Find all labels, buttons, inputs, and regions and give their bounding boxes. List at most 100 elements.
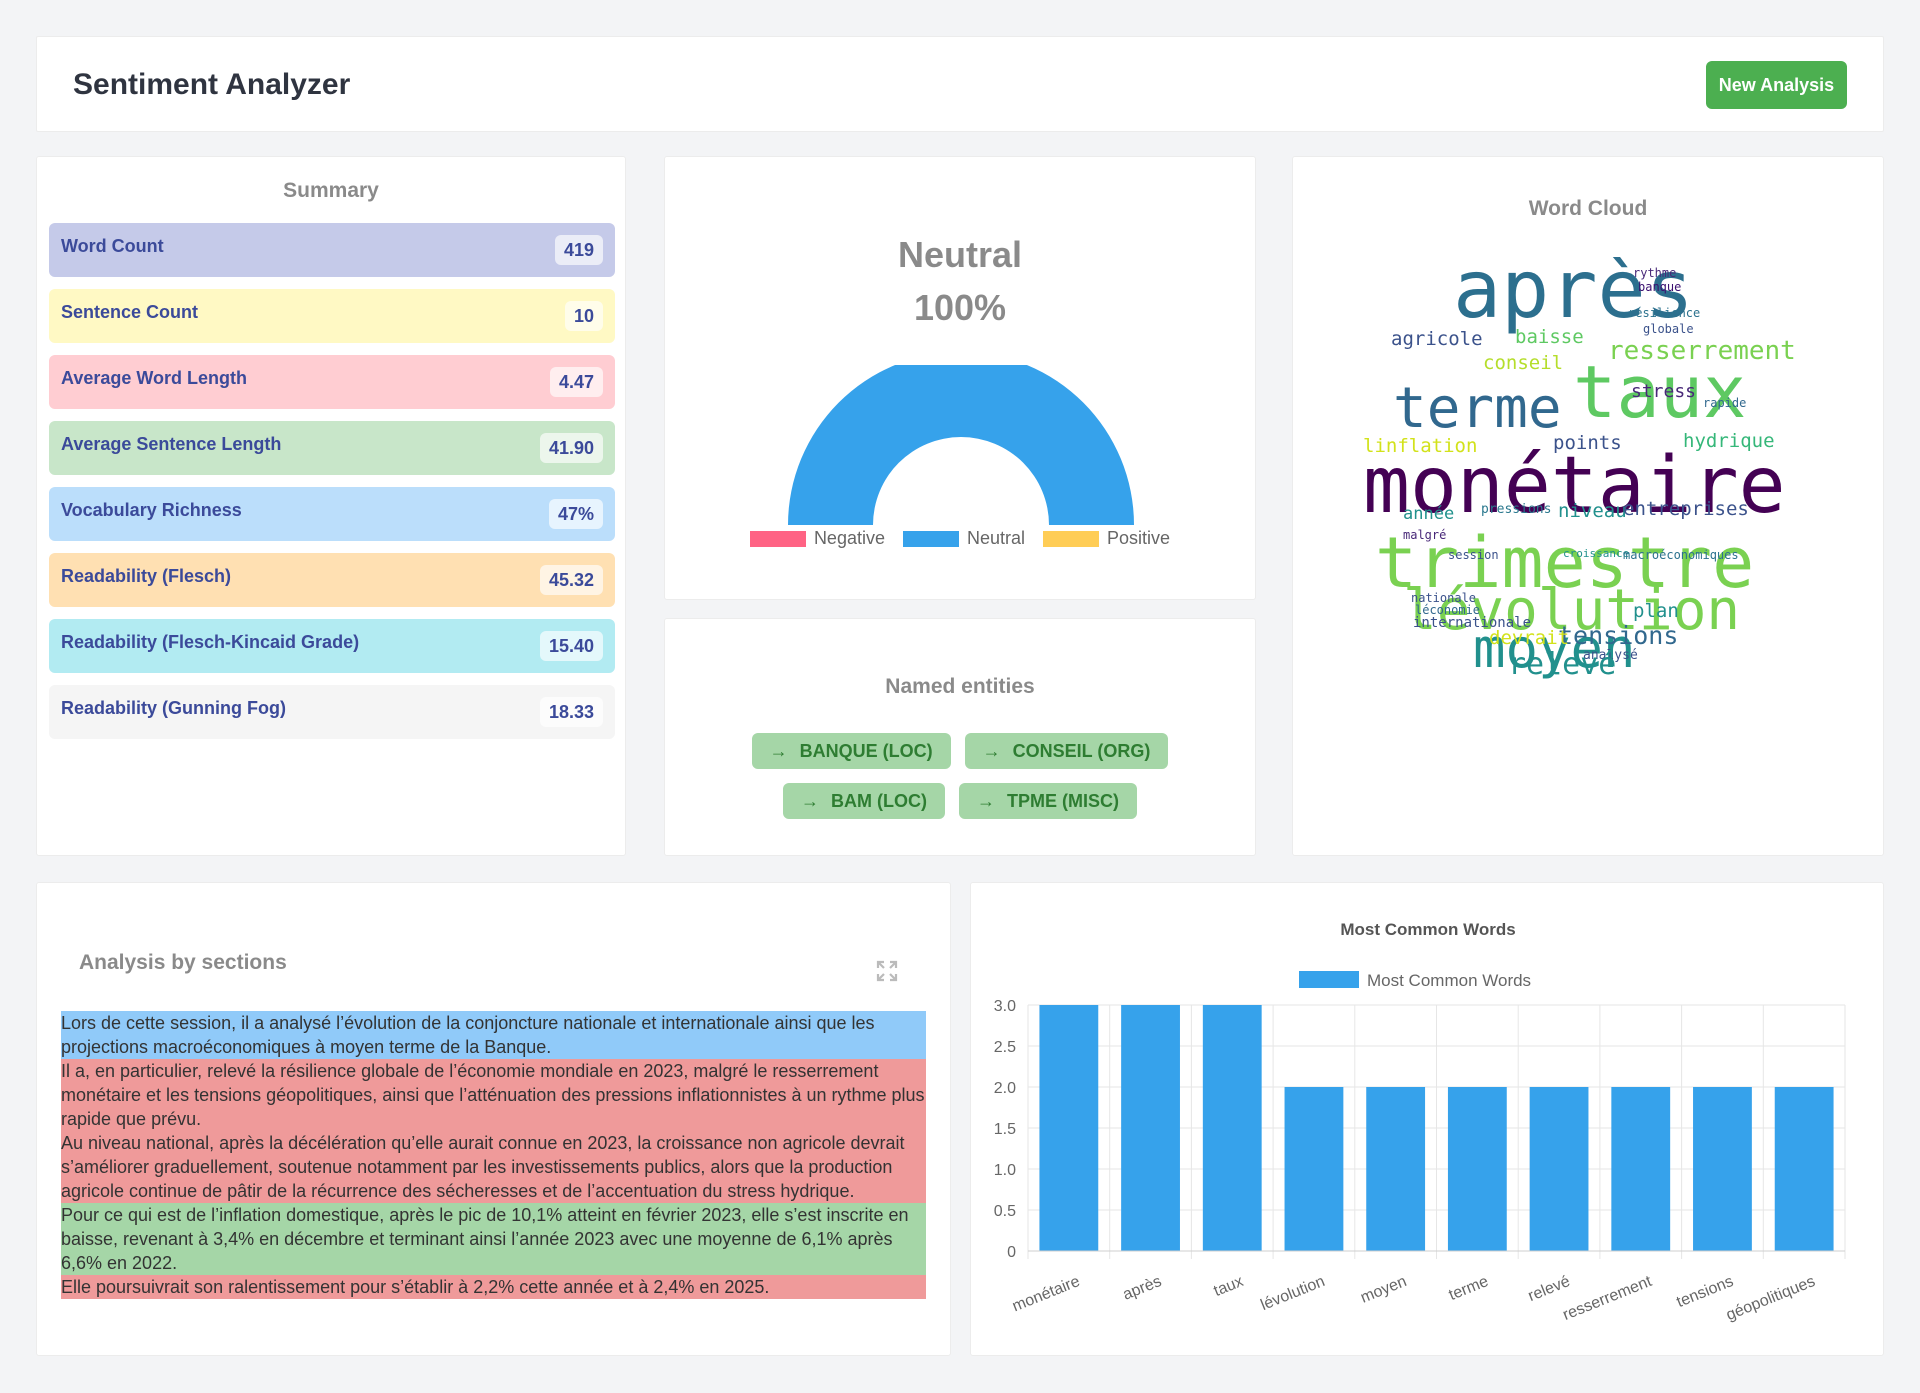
x-tick-label: relevé	[1526, 1273, 1573, 1305]
cloud-word: nationale	[1411, 591, 1476, 605]
named-entities-card: Named entities → BANQUE (LOC) → CONSEIL (OR…	[664, 618, 1256, 856]
x-tick-label: terme	[1447, 1273, 1491, 1304]
entity-label: CONSEIL (ORG)	[1012, 740, 1151, 761]
cloud-word: croissance	[1563, 547, 1629, 560]
legend-item-positive[interactable]: Positive	[1043, 528, 1170, 549]
y-tick-label: 1.5	[994, 1121, 1016, 1138]
legend-label: Positive	[1107, 528, 1171, 548]
cloud-word: lévolution	[1403, 578, 1740, 643]
word-cloud-card: Word Cloud nationalparticuliergéopolitiq…	[1292, 156, 1884, 856]
legend-swatch	[1043, 530, 1100, 547]
stat-row: Sentence Count 10	[49, 289, 615, 343]
entity-tag[interactable]: → BAM (LOC)	[783, 783, 945, 819]
stat-value-badge: 15.40	[539, 631, 603, 661]
stat-value-badge: 10	[564, 301, 603, 331]
arrow-right-icon: →	[801, 790, 819, 811]
stat-label: Average Word Length	[61, 368, 248, 388]
section-positive: Pour ce qui est de l’inflation domestiqu…	[61, 1203, 926, 1275]
entity-label: TPME (MISC)	[1006, 790, 1119, 811]
stat-label: Readability (Flesch-Kincaid Grade)	[61, 632, 360, 652]
section-negative: Au niveau national, après la décélératio…	[61, 1131, 926, 1203]
chart-legend-swatch[interactable]	[1299, 971, 1359, 988]
bar-moyen[interactable]	[1366, 1087, 1426, 1251]
x-tick-label: après	[1121, 1273, 1164, 1304]
entity-tag[interactable]: → BANQUE (LOC)	[751, 733, 951, 769]
bar-après[interactable]	[1121, 1005, 1180, 1251]
bar-géopolitiques[interactable]	[1774, 1087, 1834, 1251]
stat-row: Readability (Flesch-Kincaid Grade) 15.40	[49, 619, 615, 673]
legend-item-neutral[interactable]: Neutral	[902, 528, 1026, 549]
stat-label: Sentence Count	[61, 302, 199, 322]
sentiment-card: Neutral 100% Negative Neutral Positive	[664, 156, 1256, 600]
entity-tags: → BANQUE (LOC) → CONSEIL (ORG) → BAM (LOC) → TP…	[735, 733, 1185, 819]
stat-value-badge: 419	[554, 235, 603, 265]
most-common-words-chart: Most Common Words Most Common Words 0 0.5 1.…	[994, 920, 1846, 1324]
cloud-word: internationale	[1413, 615, 1531, 631]
cloud-word: taux	[1573, 350, 1746, 434]
stat-label: Vocabulary Richness	[61, 500, 242, 520]
cloud-word: tensions	[1558, 621, 1678, 650]
cloud-word: agricole	[1391, 328, 1483, 350]
cloud-word: rapide	[1703, 396, 1746, 410]
analysis-sections-card: Analysis by sections Lors de cette sessi…	[36, 882, 951, 1356]
arrow-right-icon: →	[976, 790, 995, 811]
sections-text: Lors de cette session, il a analysé l’év…	[61, 1011, 926, 1313]
bar-monétaire[interactable]	[1039, 1005, 1099, 1251]
cloud-word: après	[1453, 257, 1694, 336]
y-tick-label: 2.0	[994, 1080, 1016, 1097]
app-header: Sentiment Analyzer New Analysis	[36, 36, 1884, 132]
cloud-word: monétaire	[1363, 441, 1786, 531]
cloud-word: points	[1553, 432, 1622, 454]
x-tick-label: tensions	[1674, 1273, 1736, 1311]
legend-label: Negative	[813, 528, 885, 548]
cloud-word: hydrique	[1683, 430, 1775, 452]
y-tick-label: 1.0	[994, 1162, 1016, 1179]
cloud-word: conseil	[1483, 352, 1563, 374]
sentiment-percent: 100%	[913, 287, 1007, 328]
analysis-sections-title: Analysis by sections	[79, 951, 287, 974]
legend-item-negative[interactable]: Negative	[749, 528, 885, 549]
cloud-word: banque	[1638, 280, 1681, 294]
bar-resserrement[interactable]	[1611, 1087, 1671, 1251]
stat-value-badge: 47%	[548, 499, 603, 529]
cloud-word: niveau	[1558, 500, 1627, 522]
most-common-words-card: Most Common Words Most Common Words 0 0.5 1.…	[970, 882, 1884, 1356]
summary-title: Summary	[283, 179, 379, 202]
stat-row: Average Sentence Length 41.90	[49, 421, 615, 475]
cloud-word: moyen	[1473, 617, 1636, 680]
entity-tag[interactable]: → TPME (MISC)	[958, 783, 1137, 819]
expand-icon[interactable]	[876, 960, 898, 982]
bar-relevé[interactable]	[1529, 1087, 1589, 1251]
bar-terme[interactable]	[1447, 1087, 1507, 1251]
cloud-word: session	[1448, 548, 1499, 562]
cloud-word: plan	[1633, 600, 1679, 622]
cloud-word: analysé	[1583, 648, 1638, 663]
bar-tensions[interactable]	[1693, 1087, 1752, 1251]
arrow-right-icon: →	[769, 740, 788, 761]
arrow-right-icon: →	[982, 740, 1001, 761]
chart-legend-label[interactable]: Most Common Words	[1367, 971, 1531, 990]
sentiment-gauge	[788, 365, 1134, 525]
legend-label: Neutral	[966, 528, 1026, 548]
stat-row: Readability (Gunning Fog) 18.33	[49, 685, 615, 739]
stat-value-badge: 41.90	[539, 433, 603, 463]
x-tick-label: géopolitiques	[1724, 1273, 1818, 1324]
new-analysis-button[interactable]: New Analysis	[1706, 61, 1847, 109]
summary-card: Summary Word Count 419 Sentence Count 10 Ave…	[36, 156, 626, 856]
cloud-word: pressions	[1481, 502, 1551, 517]
bar-lévolution[interactable]	[1284, 1087, 1344, 1251]
stat-label: Average Sentence Length	[61, 434, 282, 454]
legend-swatch	[749, 530, 806, 547]
section-negative: Il a, en particulier, relevé la résilien…	[61, 1059, 926, 1131]
cloud-word: année	[1403, 504, 1454, 524]
entity-tag[interactable]: → CONSEIL (ORG)	[964, 733, 1169, 769]
cloud-word: globale	[1643, 322, 1694, 336]
bar-taux[interactable]	[1202, 1005, 1262, 1251]
stat-row: Vocabulary Richness 47%	[49, 487, 615, 541]
cloud-word: resserrement	[1608, 336, 1796, 366]
y-tick-label: 0.5	[994, 1203, 1016, 1220]
x-tick-label: lévolution	[1258, 1273, 1327, 1314]
cloud-word: macroéconomiques	[1623, 548, 1739, 562]
legend-swatch	[902, 530, 959, 547]
cloud-word: léconomie	[1415, 603, 1480, 617]
